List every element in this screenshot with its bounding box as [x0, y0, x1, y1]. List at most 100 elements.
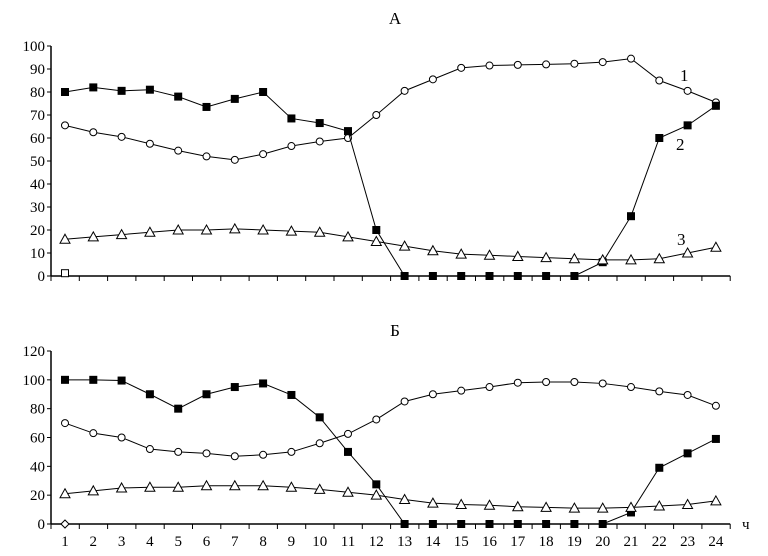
y-tick-label: 100: [23, 373, 46, 389]
x-tick-label: 23: [680, 534, 695, 550]
y-tick-label: 40: [30, 177, 45, 193]
extra-point: [61, 269, 69, 278]
series-1-point: [457, 386, 466, 395]
series-1-point: [259, 450, 268, 459]
series-1-point: [598, 58, 607, 67]
x-tick-label: 7: [231, 534, 239, 550]
series-1-point: [627, 54, 635, 63]
y-tick-label: 70: [30, 108, 45, 124]
series-3-point: [710, 494, 722, 506]
series-1-point: [570, 59, 579, 68]
x-tick-label: 9: [288, 534, 296, 550]
series-2-point: [542, 272, 551, 280]
series-1-point: [372, 111, 381, 119]
y-tick-label: 30: [30, 200, 45, 216]
series-3-point: [257, 479, 269, 491]
series-1-point: [428, 390, 437, 399]
y-tick-label: 0: [38, 269, 46, 285]
y-tick-label: 50: [30, 154, 45, 170]
series-1-point: [542, 377, 551, 386]
panel-b-title: Б: [390, 321, 400, 340]
x-tick-label: 19: [567, 534, 582, 550]
y-tick-label: 40: [30, 459, 45, 475]
series-2-point: [485, 520, 494, 528]
series-2-point: [683, 121, 692, 130]
series-1-point: [230, 452, 239, 461]
series-2-point: [627, 212, 635, 221]
series-3-point: [59, 487, 71, 499]
series-2-point: [428, 520, 437, 528]
series-1-point: [683, 390, 692, 399]
series-2-point: [570, 520, 579, 528]
series-2-point: [117, 86, 126, 95]
panel-a-title: А: [389, 9, 402, 28]
series-3-point: [568, 252, 581, 264]
series-1-point: [372, 415, 381, 424]
series-2-point: [174, 92, 183, 101]
series-2-point: [287, 114, 296, 123]
series-2-point: [89, 375, 98, 384]
series-3-line: [64, 228, 716, 261]
series-3-point: [398, 240, 411, 251]
series-1-point: [428, 75, 437, 84]
series-3-point: [568, 502, 581, 513]
series-3-point: [285, 225, 298, 236]
series-2-point: [457, 520, 466, 528]
series-3-point: [228, 479, 241, 491]
series-2-point: [61, 88, 69, 96]
y-tick-label: 90: [30, 62, 45, 78]
series-3-point: [625, 253, 637, 265]
series-1-point: [485, 383, 494, 392]
series-2-point: [230, 94, 239, 103]
series-3-point: [540, 251, 552, 263]
y-tick-label: 80: [30, 85, 45, 101]
series-1-point: [287, 142, 296, 151]
series-1-point: [513, 60, 522, 69]
series-2-point: [598, 520, 607, 528]
series-3-point: [511, 500, 524, 512]
series-1-point: [570, 377, 579, 386]
series-3-point: [370, 489, 383, 500]
series-2-point: [202, 390, 211, 399]
series-3-point: [200, 479, 213, 491]
series-3-point: [455, 498, 468, 510]
series-2-point: [287, 390, 296, 399]
series-3-point: [313, 226, 326, 237]
x-tick-label: 6: [203, 534, 211, 550]
series-2-point: [344, 127, 352, 136]
series-3-point: [681, 246, 694, 258]
x-tick-label: 14: [425, 534, 441, 550]
series-1-point: [627, 383, 635, 392]
series-1-point: [287, 447, 296, 456]
series-1-point: [61, 121, 69, 130]
series-1-point: [457, 63, 466, 72]
series-3-point: [228, 222, 241, 234]
y-tick-label: 100: [23, 39, 46, 55]
series-3-point: [87, 230, 100, 242]
series-2-point: [145, 390, 154, 399]
series-2-point: [89, 83, 98, 92]
series-2-point: [428, 272, 437, 280]
series-3-point: [653, 252, 666, 264]
series-3-point: [313, 483, 326, 494]
series-3-point: [710, 241, 722, 252]
series-1-point: [89, 128, 98, 137]
x-tick-label: 2: [90, 534, 98, 550]
series-3-point: [172, 223, 185, 235]
y-tick-label: 20: [30, 488, 45, 504]
series-1-point: [513, 378, 522, 387]
y-tick-label: 60: [30, 131, 45, 147]
series-1-point: [683, 86, 692, 95]
x-axis-unit-label: ч: [742, 517, 750, 533]
series-2-point: [542, 520, 551, 528]
x-tick-label: 3: [118, 534, 126, 550]
series-1-point: [174, 146, 183, 155]
series-2-point: [202, 102, 211, 111]
x-tick-label: 20: [595, 534, 610, 550]
series-1-point: [655, 387, 664, 396]
series-3-point: [427, 497, 439, 508]
x-tick-label: 13: [397, 534, 412, 550]
series-1-point: [145, 139, 154, 148]
